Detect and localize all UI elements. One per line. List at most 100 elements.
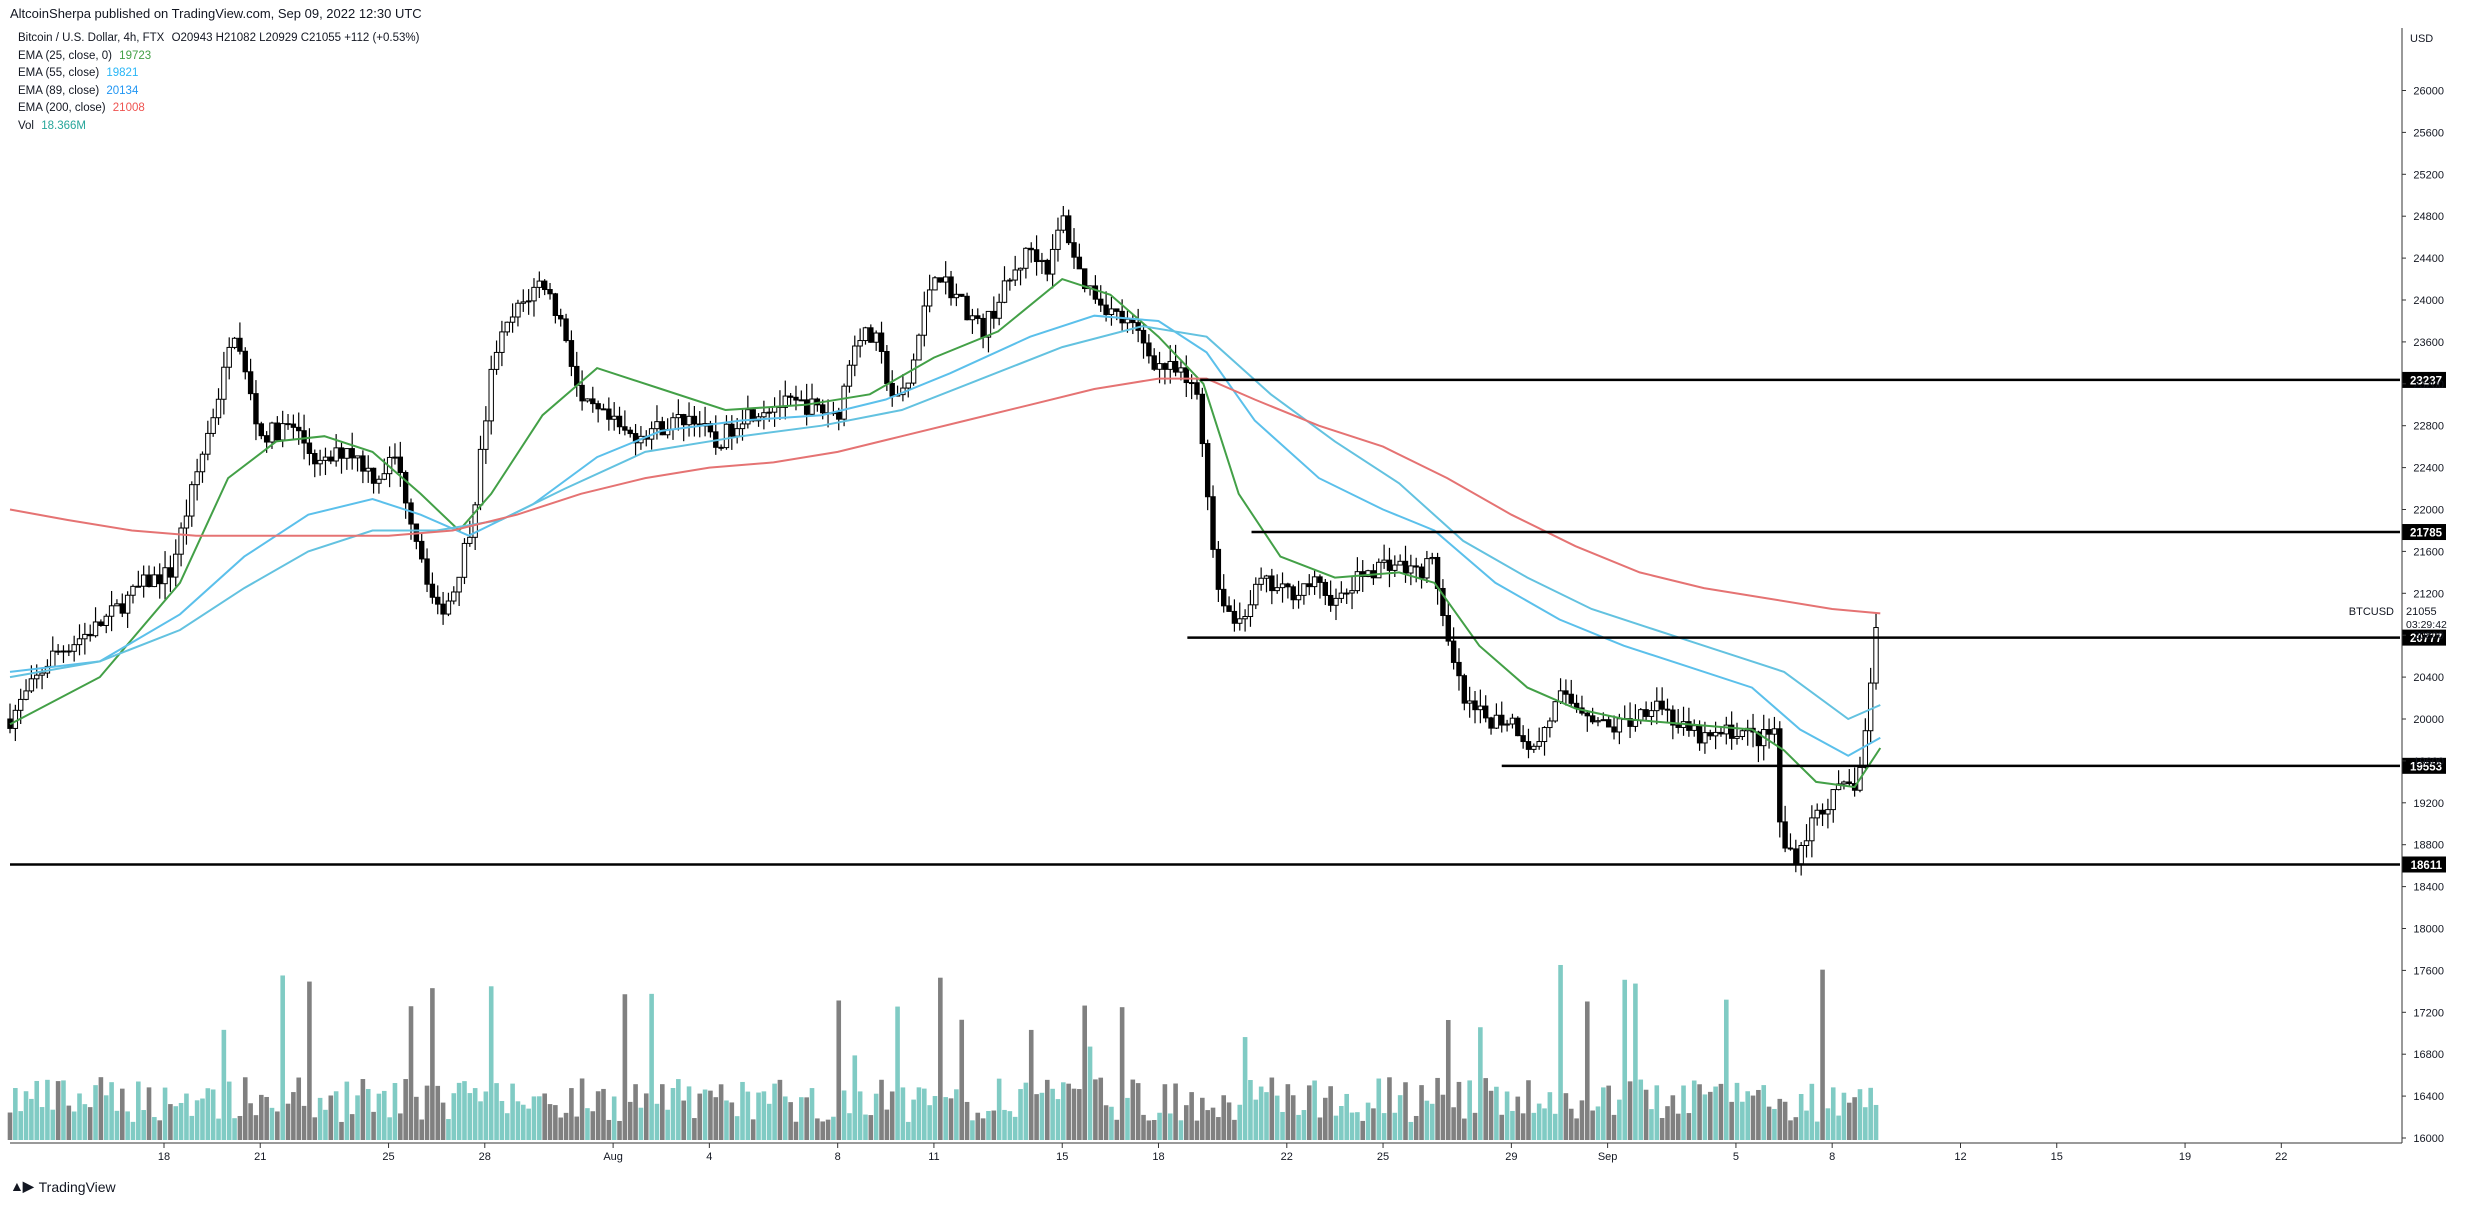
time-tick-label: 28 bbox=[479, 1151, 491, 1163]
volume-bar bbox=[494, 1083, 499, 1140]
volume-bar bbox=[1387, 1077, 1392, 1140]
volume-bar bbox=[1531, 1112, 1537, 1140]
candle bbox=[782, 380, 788, 420]
volume-bar bbox=[1552, 1113, 1558, 1140]
candle bbox=[1557, 678, 1564, 705]
candle bbox=[1691, 719, 1697, 737]
candle bbox=[114, 599, 120, 607]
time-tick-label: 22 bbox=[2275, 1151, 2287, 1163]
price-tick-label: 20800 bbox=[2413, 630, 2444, 642]
volume-bar bbox=[1365, 1102, 1371, 1140]
volume-bar bbox=[61, 1080, 66, 1140]
volume-bar bbox=[1793, 1117, 1799, 1140]
candle bbox=[771, 397, 778, 427]
volume-bar bbox=[275, 1111, 280, 1140]
candle bbox=[595, 400, 601, 423]
volume-bar bbox=[1526, 1080, 1531, 1140]
volume-bar bbox=[1724, 999, 1729, 1140]
indicator-row-ema25[interactable]: EMA (25, close, 0) 19723 bbox=[18, 48, 423, 66]
price-tick-label: 20400 bbox=[2413, 672, 2444, 684]
ohlc-values: O20943 H21082 L20929 C21055 +112 (+0.53%… bbox=[171, 32, 420, 44]
volume-bar bbox=[804, 1097, 809, 1140]
candle bbox=[419, 533, 425, 563]
candle bbox=[253, 380, 259, 441]
volume-bar bbox=[788, 1102, 793, 1140]
candle bbox=[1098, 285, 1104, 312]
candle bbox=[60, 645, 67, 663]
candle bbox=[1231, 599, 1238, 632]
volume-bar bbox=[1205, 1110, 1210, 1140]
candle bbox=[1509, 713, 1516, 729]
volume-bar bbox=[232, 1118, 237, 1140]
volume-bar bbox=[1226, 1102, 1232, 1140]
volume-bar bbox=[1788, 1120, 1793, 1140]
indicator-row-ema89[interactable]: EMA (89, close) 20134 bbox=[18, 83, 423, 101]
volume-bar bbox=[504, 1113, 510, 1140]
candle bbox=[953, 283, 960, 307]
volume-bar bbox=[1766, 1106, 1772, 1140]
level-label: 19553 bbox=[2410, 761, 2442, 773]
candle bbox=[1579, 695, 1585, 716]
volume-bar bbox=[927, 1105, 932, 1140]
candle bbox=[1675, 708, 1681, 734]
volume-bar bbox=[1162, 1084, 1168, 1140]
candle bbox=[183, 499, 190, 545]
support-resistance-lines[interactable]: 23237 21785 20777 19553 18611 bbox=[10, 371, 2446, 873]
volume-bar bbox=[724, 1100, 729, 1140]
volume-bar bbox=[242, 1077, 248, 1140]
candle bbox=[215, 388, 222, 425]
volume-bar bbox=[1323, 1097, 1328, 1140]
candle bbox=[1295, 580, 1302, 609]
candle bbox=[1835, 770, 1842, 791]
indicator-row-ema55[interactable]: EMA (55, close) 19821 bbox=[18, 65, 423, 83]
volume-bar bbox=[13, 1088, 18, 1140]
volume-bar bbox=[119, 1088, 125, 1140]
candle bbox=[1327, 580, 1334, 612]
candle bbox=[424, 548, 430, 593]
candle bbox=[520, 289, 526, 312]
level-label: 21785 bbox=[2410, 528, 2443, 540]
volume-bar bbox=[542, 1093, 547, 1140]
candle bbox=[525, 289, 532, 315]
volume-bar bbox=[408, 1006, 414, 1140]
candle bbox=[504, 321, 510, 336]
candle bbox=[723, 415, 730, 450]
price-tick-label: 23200 bbox=[2413, 379, 2444, 391]
volume-bar bbox=[1804, 1110, 1809, 1140]
indicator-row-ema200[interactable]: EMA (200, close) 21008 bbox=[18, 100, 423, 118]
volume-bar bbox=[793, 1121, 799, 1140]
volume-bar bbox=[1740, 1101, 1745, 1140]
candle bbox=[1867, 667, 1874, 743]
candle bbox=[541, 279, 548, 296]
volume-bar bbox=[1536, 1103, 1542, 1140]
candle bbox=[1397, 554, 1403, 566]
volume-bar bbox=[884, 1109, 890, 1140]
price-tick-label: 16400 bbox=[2413, 1091, 2444, 1103]
volume-bar bbox=[975, 1112, 981, 1140]
candle bbox=[1402, 545, 1409, 583]
indicator-value: 18.366M bbox=[41, 119, 86, 132]
candle bbox=[461, 538, 468, 585]
candle bbox=[1782, 805, 1788, 853]
candle bbox=[66, 644, 72, 657]
volume-bar bbox=[1681, 1085, 1686, 1140]
volume-bar bbox=[665, 1109, 670, 1140]
volume-bar bbox=[547, 1104, 553, 1140]
candle bbox=[1787, 833, 1794, 851]
candle bbox=[483, 406, 489, 464]
price-tick-label: 22000 bbox=[2413, 505, 2444, 517]
volume-bar bbox=[825, 1119, 831, 1140]
indicator-row-volume[interactable]: Vol 18.366M bbox=[18, 118, 423, 136]
candle bbox=[536, 271, 543, 299]
volume-bar bbox=[210, 1089, 216, 1140]
volume-bar bbox=[1167, 1113, 1173, 1140]
candle bbox=[691, 405, 698, 437]
candle bbox=[274, 416, 281, 442]
candle bbox=[1504, 719, 1510, 732]
volume-bar bbox=[1061, 1082, 1066, 1140]
symbol-row: Bitcoin / U.S. Dollar, 4h, FTX O20943 H2… bbox=[18, 30, 423, 48]
tradingview-brand[interactable]: ▲▶ TradingView bbox=[10, 1178, 116, 1195]
ema-line-ema25 bbox=[9, 277, 1882, 789]
candle bbox=[1718, 727, 1724, 737]
